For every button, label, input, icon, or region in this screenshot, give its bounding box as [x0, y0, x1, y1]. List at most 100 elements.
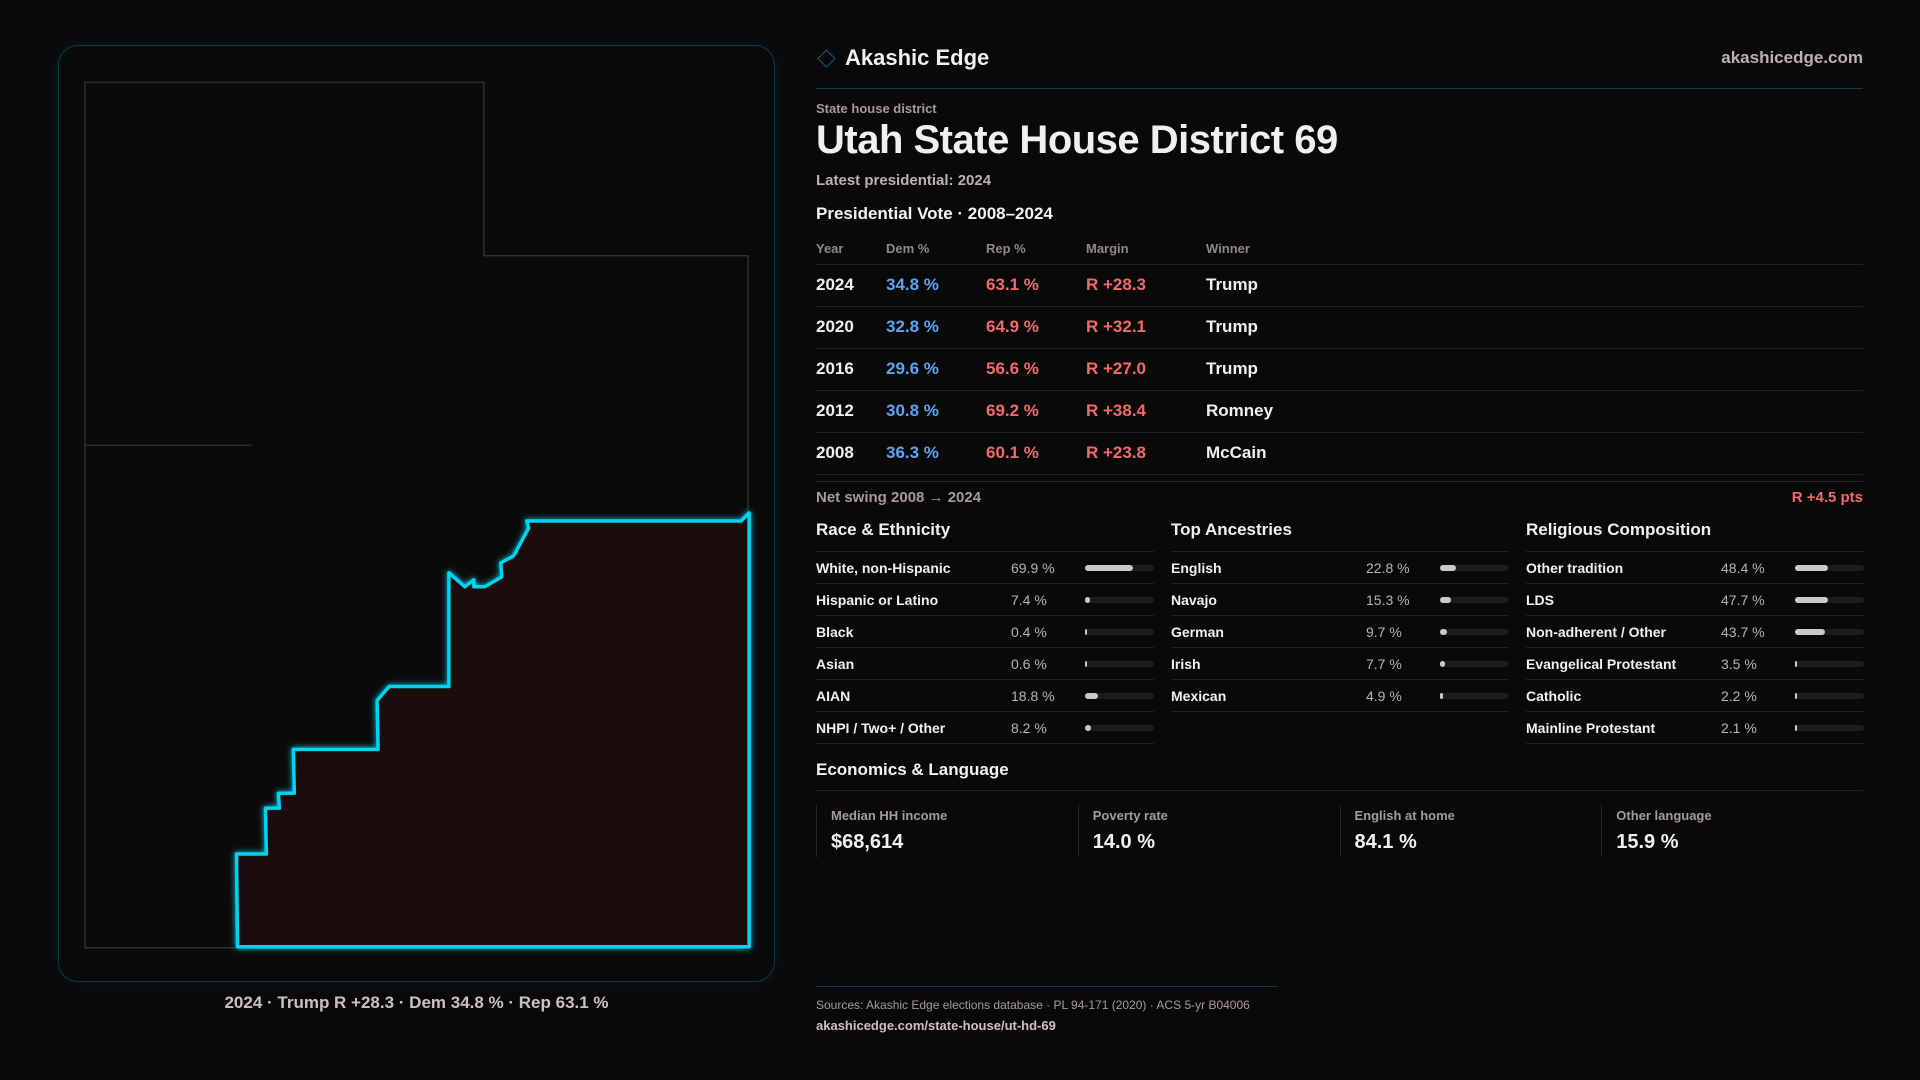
- site-link[interactable]: akashicedge.com: [1721, 48, 1863, 67]
- row-label: White, non-Hispanic: [816, 559, 951, 576]
- demographic-row: Irish 7.7 %: [1171, 648, 1509, 680]
- economics-divider: [816, 790, 1863, 791]
- latest-presidential: Latest presidential: 2024: [816, 172, 992, 189]
- demographic-row: NHPI / Two+ / Other 8.2 %: [816, 712, 1154, 744]
- share-bar-fill: [1795, 596, 1828, 603]
- table-row: 2008 36.3 % 60.1 % R +23.8 McCain: [816, 432, 1863, 475]
- row-value: 0.4 %: [1011, 623, 1047, 640]
- cell-rep: 63.1 %: [986, 264, 1086, 307]
- group-title: Religious Composition: [1526, 520, 1864, 552]
- share-bar-fill: [1085, 692, 1098, 699]
- demographic-row: Mexican 4.9 %: [1171, 680, 1509, 712]
- table-row: 2020 32.8 % 64.9 % R +32.1 Trump: [816, 306, 1863, 349]
- cell-year: 2020: [816, 306, 886, 349]
- cell-rep: 60.1 %: [986, 432, 1086, 475]
- row-label: AIAN: [816, 687, 851, 704]
- cell-winner: Trump: [1206, 306, 1863, 349]
- cell-margin: R +27.0: [1086, 348, 1206, 391]
- share-bar: [1085, 724, 1154, 731]
- column-header: Winner: [1206, 233, 1863, 265]
- stat-label: Median HH income: [831, 808, 948, 823]
- cell-rep: 64.9 %: [986, 306, 1086, 349]
- cell-year: 2024: [816, 264, 886, 307]
- demographic-group: Race & Ethnicity White, non-Hispanic 69.9 …: [816, 520, 1154, 744]
- share-bar-fill: [1795, 564, 1829, 571]
- demographic-row: Hispanic or Latino 7.4 %: [816, 584, 1154, 616]
- stat-label: English at home: [1354, 808, 1455, 823]
- row-value: 48.4 %: [1721, 559, 1765, 576]
- swing-value: R +4.5 pts: [1791, 489, 1863, 506]
- cell-winner: Trump: [1206, 264, 1863, 307]
- row-label: Black: [816, 623, 854, 640]
- share-bar-fill: [1440, 660, 1446, 667]
- row-value: 7.4 %: [1011, 591, 1047, 608]
- row-value: 22.8 %: [1366, 559, 1410, 576]
- map-caption: 2024 · Trump R +28.3 · Dem 34.8 % · Rep …: [224, 993, 609, 1012]
- row-label: English: [1171, 559, 1222, 576]
- page-url[interactable]: akashicedge.com/state-house/ut-hd-69: [816, 1018, 1056, 1033]
- row-value: 9.7 %: [1366, 623, 1402, 640]
- row-value: 0.6 %: [1011, 655, 1047, 672]
- cell-rep: 56.6 %: [986, 348, 1086, 391]
- share-bar: [1440, 596, 1509, 603]
- share-bar: [1440, 692, 1509, 699]
- header-divider: [816, 88, 1863, 89]
- cell-dem: 34.8 %: [886, 264, 986, 307]
- brand: Akashic Edge: [816, 45, 989, 71]
- share-bar-fill: [1085, 724, 1091, 731]
- stat-card: Median HH income $68,614: [816, 805, 1078, 857]
- page-title: Utah State House District 69: [816, 118, 1338, 162]
- cell-dem: 29.6 %: [886, 348, 986, 391]
- stat-card: English at home 84.1 %: [1339, 805, 1602, 857]
- cell-dem: 36.3 %: [886, 432, 986, 475]
- row-value: 69.9 %: [1011, 559, 1055, 576]
- cell-margin: R +32.1: [1086, 306, 1206, 349]
- share-bar-fill: [1795, 660, 1798, 667]
- stat-value: $68,614: [831, 831, 904, 853]
- row-label: Other tradition: [1526, 559, 1624, 576]
- share-bar: [1085, 628, 1154, 635]
- demographic-row: Catholic 2.2 %: [1526, 680, 1864, 712]
- share-bar-fill: [1795, 692, 1797, 699]
- sources: Sources: Akashic Edge elections database…: [816, 998, 1250, 1012]
- stat-value: 84.1 %: [1354, 831, 1417, 853]
- cell-dem: 32.8 %: [886, 306, 986, 349]
- row-label: Non-adherent / Other: [1526, 623, 1667, 640]
- cell-margin: R +28.3: [1086, 264, 1206, 307]
- column-header: Year: [816, 233, 886, 265]
- share-bar-fill: [1085, 564, 1134, 571]
- row-value: 8.2 %: [1011, 719, 1047, 736]
- share-bar: [1795, 564, 1864, 571]
- share-bar-fill: [1440, 596, 1451, 603]
- demographic-row: Navajo 15.3 %: [1171, 584, 1509, 616]
- cell-dem: 30.8 %: [886, 390, 986, 433]
- share-bar: [1795, 724, 1864, 731]
- presidential-title: Presidential Vote · 2008–2024: [816, 204, 1053, 223]
- share-bar-fill: [1795, 628, 1826, 635]
- state-outline: [84, 81, 749, 949]
- cell-margin: R +23.8: [1086, 432, 1206, 475]
- row-value: 4.9 %: [1366, 687, 1402, 704]
- row-label: Irish: [1171, 655, 1201, 672]
- cell-winner: Trump: [1206, 348, 1863, 391]
- row-label: Evangelical Protestant: [1526, 655, 1677, 672]
- share-bar: [1085, 660, 1154, 667]
- economics-cards: Median HH income $68,614 Poverty rate 14.0 …: [816, 805, 1863, 857]
- stat-value: 14.0 %: [1092, 831, 1156, 853]
- row-value: 15.3 %: [1366, 591, 1410, 608]
- table-row: 2012 30.8 % 69.2 % R +38.4 Romney: [816, 390, 1863, 433]
- demographic-row: English 22.8 %: [1171, 552, 1509, 584]
- stat-card: Other language 15.9 %: [1601, 805, 1863, 857]
- demographic-row: Evangelical Protestant 3.5 %: [1526, 648, 1864, 680]
- share-bar: [1795, 660, 1864, 667]
- cell-winner: McCain: [1206, 432, 1863, 475]
- row-label: Asian: [816, 655, 855, 672]
- stat-card: Poverty rate 14.0 %: [1077, 805, 1340, 857]
- stat-label: Other language: [1616, 808, 1712, 823]
- district-shape[interactable]: [234, 511, 751, 949]
- demographic-row: Other tradition 48.4 %: [1526, 552, 1864, 584]
- net-swing: Net swing 2008 → 2024 R +4.5 pts: [816, 489, 1863, 506]
- row-label: Navajo: [1171, 591, 1217, 608]
- row-label: NHPI / Two+ / Other: [816, 719, 946, 736]
- share-bar: [1795, 628, 1864, 635]
